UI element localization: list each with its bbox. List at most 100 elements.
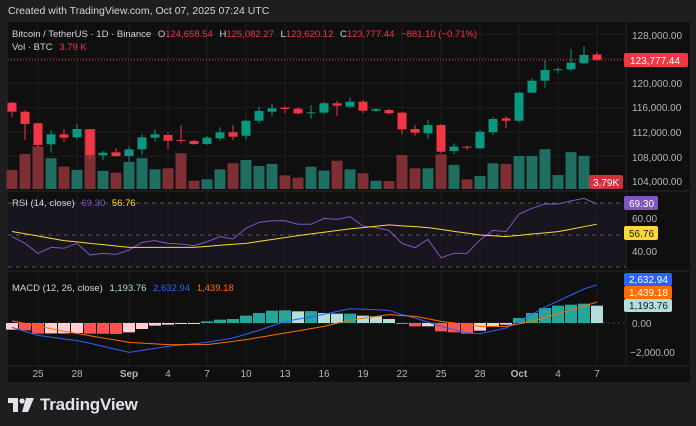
volume-bar	[383, 181, 395, 189]
macd-histogram-bar	[409, 323, 421, 327]
time-tick: 4	[555, 369, 561, 380]
candle-body[interactable]	[306, 112, 316, 114]
macd-histogram-bar	[175, 323, 187, 324]
macd-histogram-bar	[97, 323, 109, 334]
macd-histogram-bar	[383, 318, 395, 323]
volume-bar	[32, 146, 44, 189]
macd-histogram-bar	[500, 323, 512, 325]
candle-body[interactable]	[176, 139, 186, 141]
candle-body[interactable]	[345, 101, 355, 107]
candle-body[interactable]	[189, 141, 199, 145]
price-tick: 112,000.00	[632, 128, 682, 139]
candle-body[interactable]	[488, 119, 498, 133]
candles[interactable]	[7, 46, 602, 162]
candle-body[interactable]	[72, 128, 82, 138]
volume-bar	[266, 163, 278, 189]
volume-bar	[500, 163, 512, 189]
candle-body[interactable]	[410, 128, 420, 133]
candle-body[interactable]	[358, 101, 368, 111]
candle-body[interactable]	[254, 110, 264, 121]
candle-body[interactable]	[371, 109, 381, 111]
time-axis[interactable]: 25 28 Sep 4 7 10 13 16 19 22 25 28 Oct 4 7	[32, 369, 600, 380]
macd-histogram-bar	[422, 323, 434, 327]
volume-bar	[370, 180, 382, 189]
candle-body[interactable]	[59, 134, 69, 138]
candle-body[interactable]	[319, 103, 329, 113]
change-value: −881.10 (−0.71%)	[401, 29, 477, 40]
candle-body[interactable]	[332, 103, 342, 106]
candle-body[interactable]	[397, 112, 407, 130]
candle-body[interactable]	[553, 69, 563, 71]
candle-body[interactable]	[462, 146, 472, 148]
candle-body[interactable]	[436, 125, 446, 152]
candle-body[interactable]	[20, 111, 30, 125]
volume-bar	[396, 155, 408, 189]
time-tick: 25	[435, 369, 447, 380]
hist-badge-text: 1,193.76	[629, 301, 668, 312]
candle-body[interactable]	[98, 152, 108, 156]
time-tick: 25	[32, 369, 44, 380]
candle-body[interactable]	[384, 110, 394, 114]
macd-histogram-bar	[123, 323, 135, 333]
candle-body[interactable]	[501, 118, 511, 121]
macd-histogram-bar	[214, 319, 226, 323]
volume-bar	[487, 163, 499, 189]
macd-histogram-bar	[344, 313, 356, 323]
time-tick: 10	[240, 369, 252, 380]
candle-body[interactable]	[592, 54, 602, 60]
tradingview-logo[interactable]: TradingView	[8, 395, 138, 415]
macd-histogram-bar	[552, 305, 564, 323]
candle-body[interactable]	[150, 134, 160, 138]
candle-body[interactable]	[475, 131, 485, 149]
volume-bar	[357, 173, 369, 189]
volume-bar	[279, 175, 291, 189]
candle-body[interactable]	[280, 107, 290, 110]
time-tick: Sep	[120, 369, 138, 380]
macd-legend: MACD (12, 26, close) 1,193.76 2,632.94 1…	[12, 283, 234, 294]
rsi-value: 69.30	[81, 198, 105, 209]
candle-body[interactable]	[540, 70, 550, 81]
candle-body[interactable]	[514, 92, 524, 121]
candle-body[interactable]	[111, 152, 121, 157]
candle-body[interactable]	[449, 146, 459, 152]
candle-body[interactable]	[293, 108, 303, 114]
macd-histogram-bar	[71, 323, 83, 334]
macd-histogram-bar	[539, 307, 551, 323]
candle-body[interactable]	[163, 135, 173, 141]
candle-body[interactable]	[228, 132, 238, 137]
candle-body[interactable]	[202, 137, 212, 145]
candle-body[interactable]	[124, 149, 134, 157]
candle-body[interactable]	[579, 55, 589, 64]
volume-bar	[552, 175, 564, 189]
candle-body[interactable]	[137, 137, 147, 150]
volume-bar	[448, 164, 460, 189]
time-tick: 4	[165, 369, 171, 380]
candle-body[interactable]	[33, 123, 43, 145]
rsi-ma-value: 56.76	[112, 198, 136, 209]
high-value: 125,082.27	[226, 29, 274, 40]
price-axis[interactable]: 128,000.00 120,000.00 116,000.00 112,000…	[632, 31, 682, 188]
candle-body[interactable]	[85, 129, 95, 156]
candle-body[interactable]	[7, 102, 17, 112]
time-tick: 19	[357, 369, 369, 380]
candle-body[interactable]	[46, 134, 56, 145]
macd-tick: 0.00	[632, 319, 652, 330]
main-legend: Bitcoin / TetherUS · 1D · Binance O124,6…	[12, 29, 477, 40]
tradingview-logo-text: TradingView	[40, 395, 138, 414]
tradingview-logo-icon	[8, 398, 34, 412]
rsi-line	[11, 197, 598, 259]
candle-body[interactable]	[215, 132, 225, 139]
candle-body[interactable]	[423, 125, 433, 134]
hist-badge	[624, 299, 672, 312]
volume-bar	[227, 163, 239, 189]
macd-histogram-bar	[162, 323, 174, 325]
candle-body[interactable]	[566, 62, 576, 70]
candle-body[interactable]	[267, 108, 277, 112]
rsi-ma-badge	[624, 226, 658, 240]
candle-body[interactable]	[241, 120, 251, 136]
rsi-ma-badge-text: 56.76	[629, 229, 654, 240]
macd-badge	[624, 273, 672, 286]
candle-body[interactable]	[527, 80, 537, 93]
volume-bar	[292, 177, 304, 189]
